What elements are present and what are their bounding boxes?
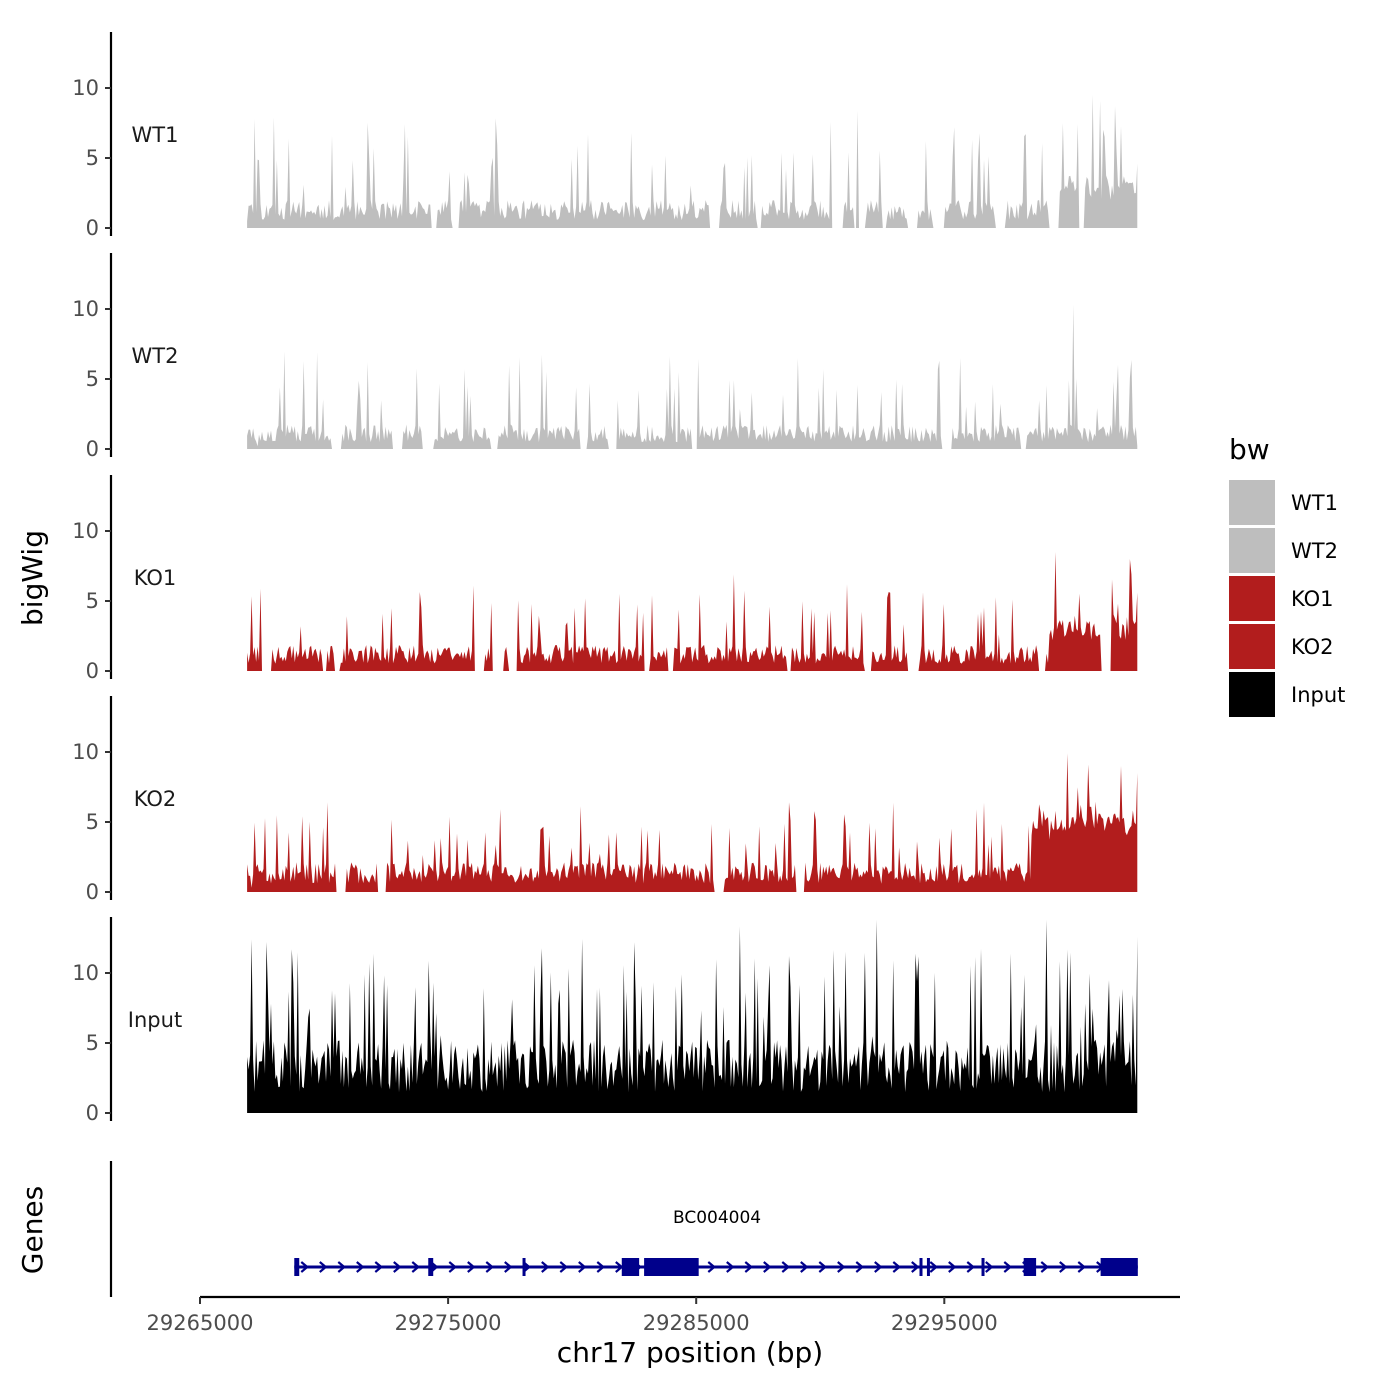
strand-arrow xyxy=(763,1261,772,1273)
x-axis: 29265000 29275000 29285000 29295000 xyxy=(147,1295,1180,1335)
track-label: KO1 xyxy=(134,566,177,590)
strand-arrow xyxy=(726,1261,735,1273)
strand-arrow xyxy=(892,1261,901,1273)
y-tick-label: 5 xyxy=(86,810,99,834)
signal-area-wt2 xyxy=(247,304,1138,449)
track-ko1: 0 5 10 KO1 xyxy=(72,475,1138,683)
gene-exon xyxy=(621,1258,640,1276)
genes-axis-title: Genes xyxy=(16,1186,49,1274)
strand-arrow xyxy=(541,1261,550,1273)
strand-arrow xyxy=(319,1261,328,1273)
y-tick-label: 10 xyxy=(72,519,99,543)
y-tick-label: 5 xyxy=(86,146,99,170)
legend-swatch-wt1 xyxy=(1229,480,1275,525)
signal-area-ko2 xyxy=(247,753,1138,892)
legend-swatch-input xyxy=(1229,672,1275,717)
strand-arrow xyxy=(707,1261,716,1273)
y-tick-label: 0 xyxy=(86,1101,99,1125)
y-axis-title: bigWig xyxy=(16,530,49,626)
legend-label-wt2: WT2 xyxy=(1291,539,1338,563)
x-axis-title: chr17 position (bp) xyxy=(557,1336,823,1369)
gene-exon xyxy=(644,1258,699,1276)
legend-swatch-ko1 xyxy=(1229,576,1275,621)
gene-exon xyxy=(294,1258,300,1276)
strand-arrow xyxy=(337,1261,346,1273)
legend-label-input: Input xyxy=(1291,683,1345,707)
strand-arrow xyxy=(596,1261,605,1273)
gene-name-label: BC004004 xyxy=(673,1208,761,1228)
strand-arrow xyxy=(1059,1261,1068,1273)
gene-exon xyxy=(1100,1258,1138,1276)
gene-exon xyxy=(428,1258,434,1276)
y-tick-label: 5 xyxy=(86,1031,99,1055)
strand-arrow xyxy=(800,1261,809,1273)
legend-label-ko1: KO1 xyxy=(1291,587,1334,611)
y-tick-label: 5 xyxy=(86,589,99,613)
track-input: 0 5 10 Input xyxy=(72,917,1138,1125)
track-label: Input xyxy=(128,1008,182,1032)
strand-arrow xyxy=(448,1261,457,1273)
legend-swatch-ko2 xyxy=(1229,624,1275,669)
legend-label-wt1: WT1 xyxy=(1291,491,1338,515)
strand-arrow xyxy=(393,1261,402,1273)
strand-arrow xyxy=(948,1261,957,1273)
y-tick-label: 5 xyxy=(86,367,99,391)
strand-arrow xyxy=(559,1261,568,1273)
track-label: WT2 xyxy=(132,344,179,368)
strand-arrow xyxy=(855,1261,864,1273)
track-label: WT1 xyxy=(132,123,179,147)
strand-arrow xyxy=(578,1261,587,1273)
strand-arrow xyxy=(374,1261,383,1273)
strand-arrow xyxy=(1040,1261,1049,1273)
gene-exon xyxy=(926,1258,930,1276)
track-wt2: 0 5 10 WT2 xyxy=(72,253,1138,461)
x-tick-label: 29275000 xyxy=(395,1311,502,1335)
strand-arrow xyxy=(1003,1261,1012,1273)
y-tick-label: 0 xyxy=(86,437,99,461)
y-tick-label: 10 xyxy=(72,740,99,764)
strand-arrow xyxy=(411,1261,420,1273)
strand-arrow xyxy=(467,1261,476,1273)
gene-exon xyxy=(522,1258,526,1276)
signal-area-input xyxy=(247,919,1138,1113)
y-tick-label: 0 xyxy=(86,659,99,683)
track-ko2: 0 5 10 KO2 xyxy=(72,696,1138,904)
legend-swatch-wt2 xyxy=(1229,528,1275,573)
y-tick-label: 10 xyxy=(72,297,99,321)
legend: bw WT1 WT2 KO1 KO2 Input xyxy=(1229,433,1345,717)
gene-exon xyxy=(1023,1258,1037,1276)
x-tick-label: 29265000 xyxy=(147,1311,254,1335)
strand-arrow xyxy=(929,1261,938,1273)
y-tick-label: 0 xyxy=(86,880,99,904)
strand-arrow xyxy=(966,1261,975,1273)
strand-arrow xyxy=(504,1261,513,1273)
strand-arrow xyxy=(911,1261,920,1273)
strand-arrow xyxy=(818,1261,827,1273)
gene-exon xyxy=(919,1258,923,1276)
signal-area-wt1 xyxy=(247,94,1138,228)
x-tick-label: 29285000 xyxy=(643,1311,750,1335)
y-tick-label: 0 xyxy=(86,216,99,240)
x-tick-label: 29295000 xyxy=(891,1311,998,1335)
strand-arrow xyxy=(300,1261,309,1273)
legend-label-ko2: KO2 xyxy=(1291,635,1334,659)
strand-arrow xyxy=(837,1261,846,1273)
track-wt1: 0 5 10 WT1 xyxy=(72,32,1138,240)
signal-tracks: 0 5 10 WT1 0 5 10 WT2 0 5 10 KO1 0 5 10 KO2 0 5 10 Input xyxy=(72,32,1138,1125)
legend-title: bw xyxy=(1229,433,1270,466)
strand-arrow xyxy=(781,1261,790,1273)
strand-arrow xyxy=(485,1261,494,1273)
gene-exon xyxy=(981,1258,985,1276)
strand-arrow xyxy=(1077,1261,1086,1273)
gene-track: BC004004 xyxy=(109,1161,1138,1297)
signal-area-ko1 xyxy=(247,552,1138,671)
strand-arrow xyxy=(356,1261,365,1273)
strand-arrow xyxy=(744,1261,753,1273)
track-label: KO2 xyxy=(134,787,177,811)
strand-arrow xyxy=(985,1261,994,1273)
strand-arrow xyxy=(874,1261,883,1273)
y-tick-label: 10 xyxy=(72,961,99,985)
y-tick-label: 10 xyxy=(72,76,99,100)
